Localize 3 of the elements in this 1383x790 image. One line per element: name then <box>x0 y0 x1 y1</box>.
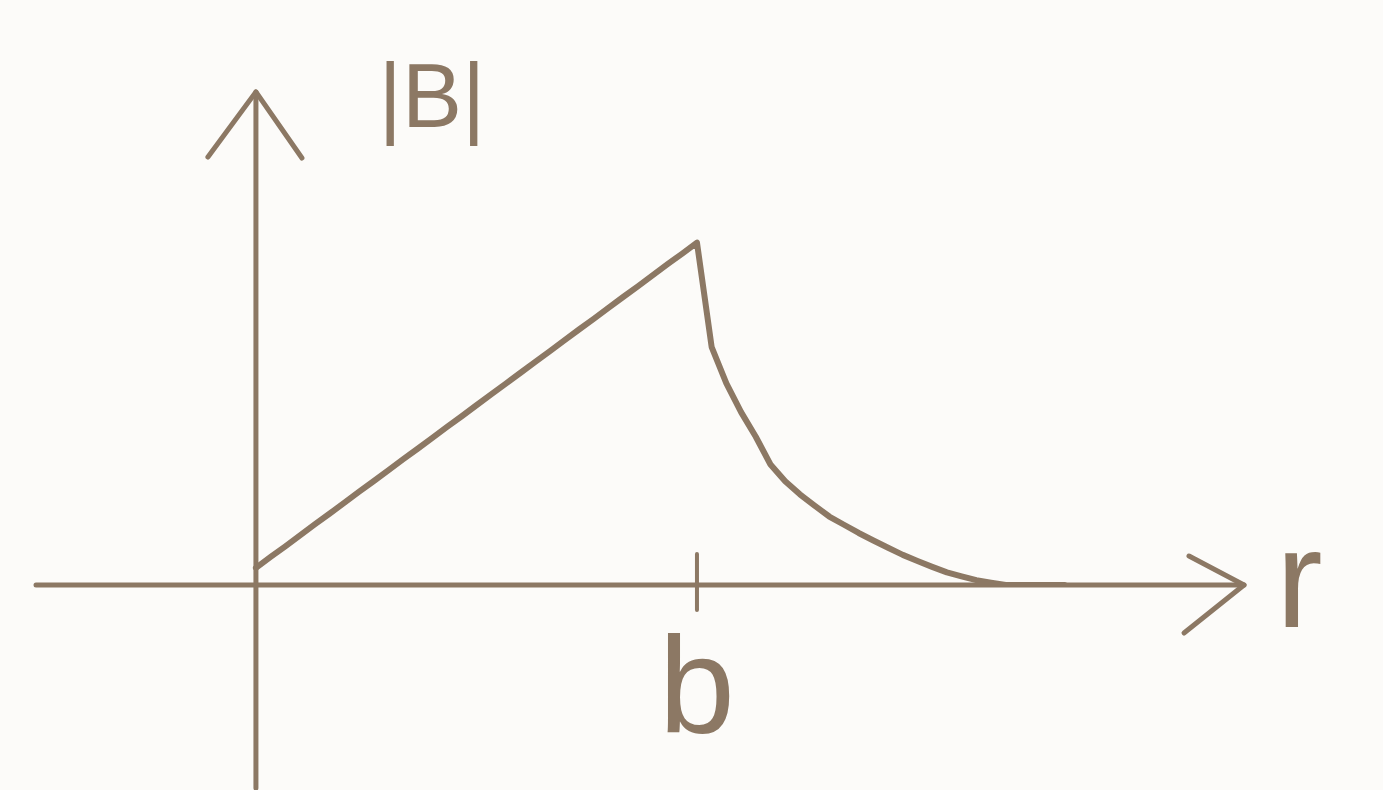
y-axis-title: |B| <box>378 46 486 146</box>
text: b <box>658 609 736 762</box>
x-axis-title: r <box>1276 500 1323 657</box>
